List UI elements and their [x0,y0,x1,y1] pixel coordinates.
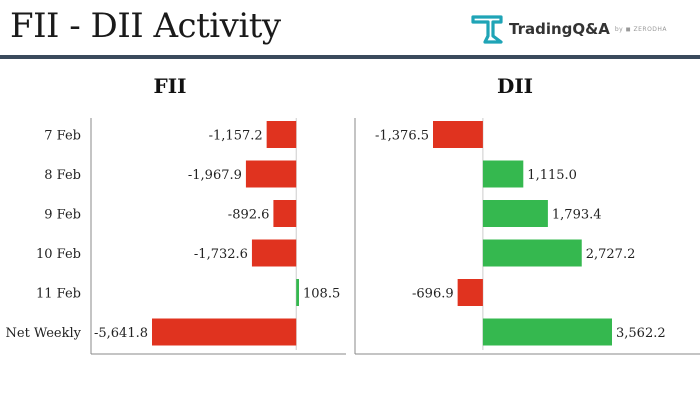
dii-value-label: 1,793.4 [552,208,602,223]
brand-by-text: by ◼ ZERODHA [614,25,668,33]
dii-value-label: 3,562.2 [616,326,666,341]
category-label: Net Weekly [6,326,82,341]
fii-bar-3 [251,239,297,267]
fii-panel-title: FII [154,74,187,98]
dii-bar-1 [482,160,524,188]
page-title: FII - DII Activity [10,6,281,46]
dii-value-label: -1,376.5 [375,129,429,144]
dii-panel-title: DII [497,74,533,98]
category-label: 11 Feb [36,287,81,302]
fii-bar-0 [266,121,297,148]
fii-value-label: 108.5 [303,287,340,302]
dii-bar-2 [482,200,548,227]
fii-value-label: -1,157.2 [209,129,263,144]
dii-bar-4 [457,279,483,306]
dii-value-label: 2,727.2 [586,247,636,262]
fii-bar-2 [273,200,297,227]
fii-bar-1 [245,160,297,188]
category-label: 8 Feb [44,168,81,183]
category-label: 9 Feb [44,208,81,223]
tradingqa-logo-icon [471,15,503,44]
dii-bar-5 [482,318,612,346]
category-label: 10 Feb [36,247,81,262]
dii-value-label: -696.9 [412,287,454,302]
dii-bar-3 [482,239,582,267]
fii-value-label: -892.6 [228,208,270,223]
dii-panel: DII -1,376.5 1,115.0 1,793.4 2,727.2 -696.9 3… [354,74,700,355]
header-rule [0,55,700,59]
fii-value-label: -5,641.8 [94,326,148,341]
dii-bar-0 [433,121,483,148]
category-label: 7 Feb [44,129,81,144]
fii-panel: FII 7 Feb 8 Feb 9 Feb 10 Feb 11 Feb Net Weekl… [6,74,346,355]
fii-bar-4 [296,279,299,306]
fii-value-label: -1,967.9 [188,168,242,183]
fii-value-label: -1,732.6 [194,247,248,262]
brand-name: TradingQ&A [509,20,610,38]
brand-logo-group: TradingQ&A by ◼ ZERODHA [471,14,667,44]
dii-value-label: 1,115.0 [527,168,577,183]
fii-bar-5 [152,318,297,346]
